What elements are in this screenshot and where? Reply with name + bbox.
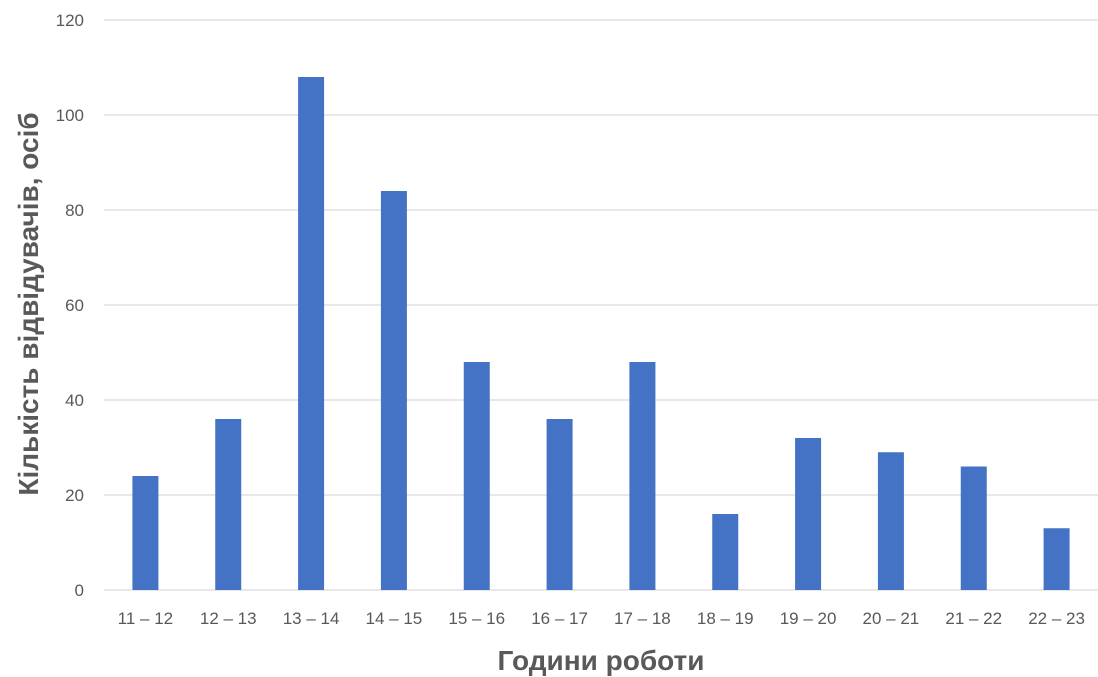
x-tick-label: 14 – 15 — [366, 609, 423, 628]
x-tick-labels: 11 – 12 12 – 13 13 – 14 14 – 15 15 – 16 16 – … — [118, 609, 1085, 628]
x-tick-label: 18 – 19 — [697, 609, 754, 628]
y-tick-label: 60 — [65, 296, 84, 315]
y-tick-label: 40 — [65, 391, 84, 410]
x-axis-title: Години роботи — [498, 645, 705, 676]
bar — [463, 362, 490, 590]
bar — [298, 77, 325, 590]
bar — [712, 514, 739, 590]
bar — [877, 452, 904, 590]
y-tick-label: 100 — [56, 106, 84, 125]
y-tick-label: 20 — [65, 486, 84, 505]
y-tick-label: 80 — [65, 201, 84, 220]
x-tick-label: 15 – 16 — [448, 609, 505, 628]
x-tick-label: 16 – 17 — [531, 609, 588, 628]
x-tick-label: 19 – 20 — [780, 609, 837, 628]
x-tick-label: 21 – 22 — [945, 609, 1002, 628]
bar — [215, 419, 242, 590]
y-tick-label: 120 — [56, 11, 84, 30]
x-tick-label: 22 – 23 — [1028, 609, 1085, 628]
bar — [380, 191, 407, 590]
x-tick-label: 11 – 12 — [118, 609, 173, 628]
x-tick-label: 12 – 13 — [200, 609, 257, 628]
bar — [629, 362, 656, 590]
x-tick-label: 13 – 14 — [283, 609, 340, 628]
y-tick-labels: 0 20 40 60 80 100 120 — [56, 11, 84, 600]
bar — [1043, 528, 1070, 590]
y-axis-title: Кількість відвідувачів, осіб — [13, 112, 44, 495]
bar — [546, 419, 573, 590]
bar — [132, 476, 159, 590]
x-tick-label: 20 – 21 — [863, 609, 920, 628]
y-tick-label: 0 — [75, 581, 84, 600]
bars — [132, 77, 1070, 590]
gridlines — [104, 19, 1098, 591]
bar — [960, 466, 987, 590]
bar — [795, 438, 822, 590]
x-tick-label: 17 – 18 — [614, 609, 671, 628]
